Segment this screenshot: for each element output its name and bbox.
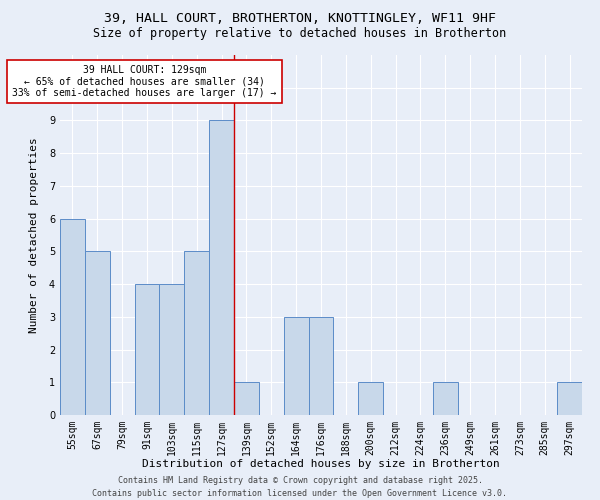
Bar <box>358 382 383 415</box>
Bar <box>433 382 458 415</box>
Bar <box>160 284 184 415</box>
Bar <box>60 218 85 415</box>
Text: Contains HM Land Registry data © Crown copyright and database right 2025.
Contai: Contains HM Land Registry data © Crown c… <box>92 476 508 498</box>
Text: Size of property relative to detached houses in Brotherton: Size of property relative to detached ho… <box>94 28 506 40</box>
Bar <box>284 317 308 415</box>
Bar <box>308 317 334 415</box>
Bar <box>234 382 259 415</box>
Bar <box>184 252 209 415</box>
Bar <box>209 120 234 415</box>
Y-axis label: Number of detached properties: Number of detached properties <box>29 137 39 333</box>
Text: 39 HALL COURT: 129sqm
← 65% of detached houses are smaller (34)
33% of semi-deta: 39 HALL COURT: 129sqm ← 65% of detached … <box>13 64 277 98</box>
Bar <box>134 284 160 415</box>
Bar <box>557 382 582 415</box>
Text: 39, HALL COURT, BROTHERTON, KNOTTINGLEY, WF11 9HF: 39, HALL COURT, BROTHERTON, KNOTTINGLEY,… <box>104 12 496 26</box>
X-axis label: Distribution of detached houses by size in Brotherton: Distribution of detached houses by size … <box>142 460 500 469</box>
Bar <box>85 252 110 415</box>
